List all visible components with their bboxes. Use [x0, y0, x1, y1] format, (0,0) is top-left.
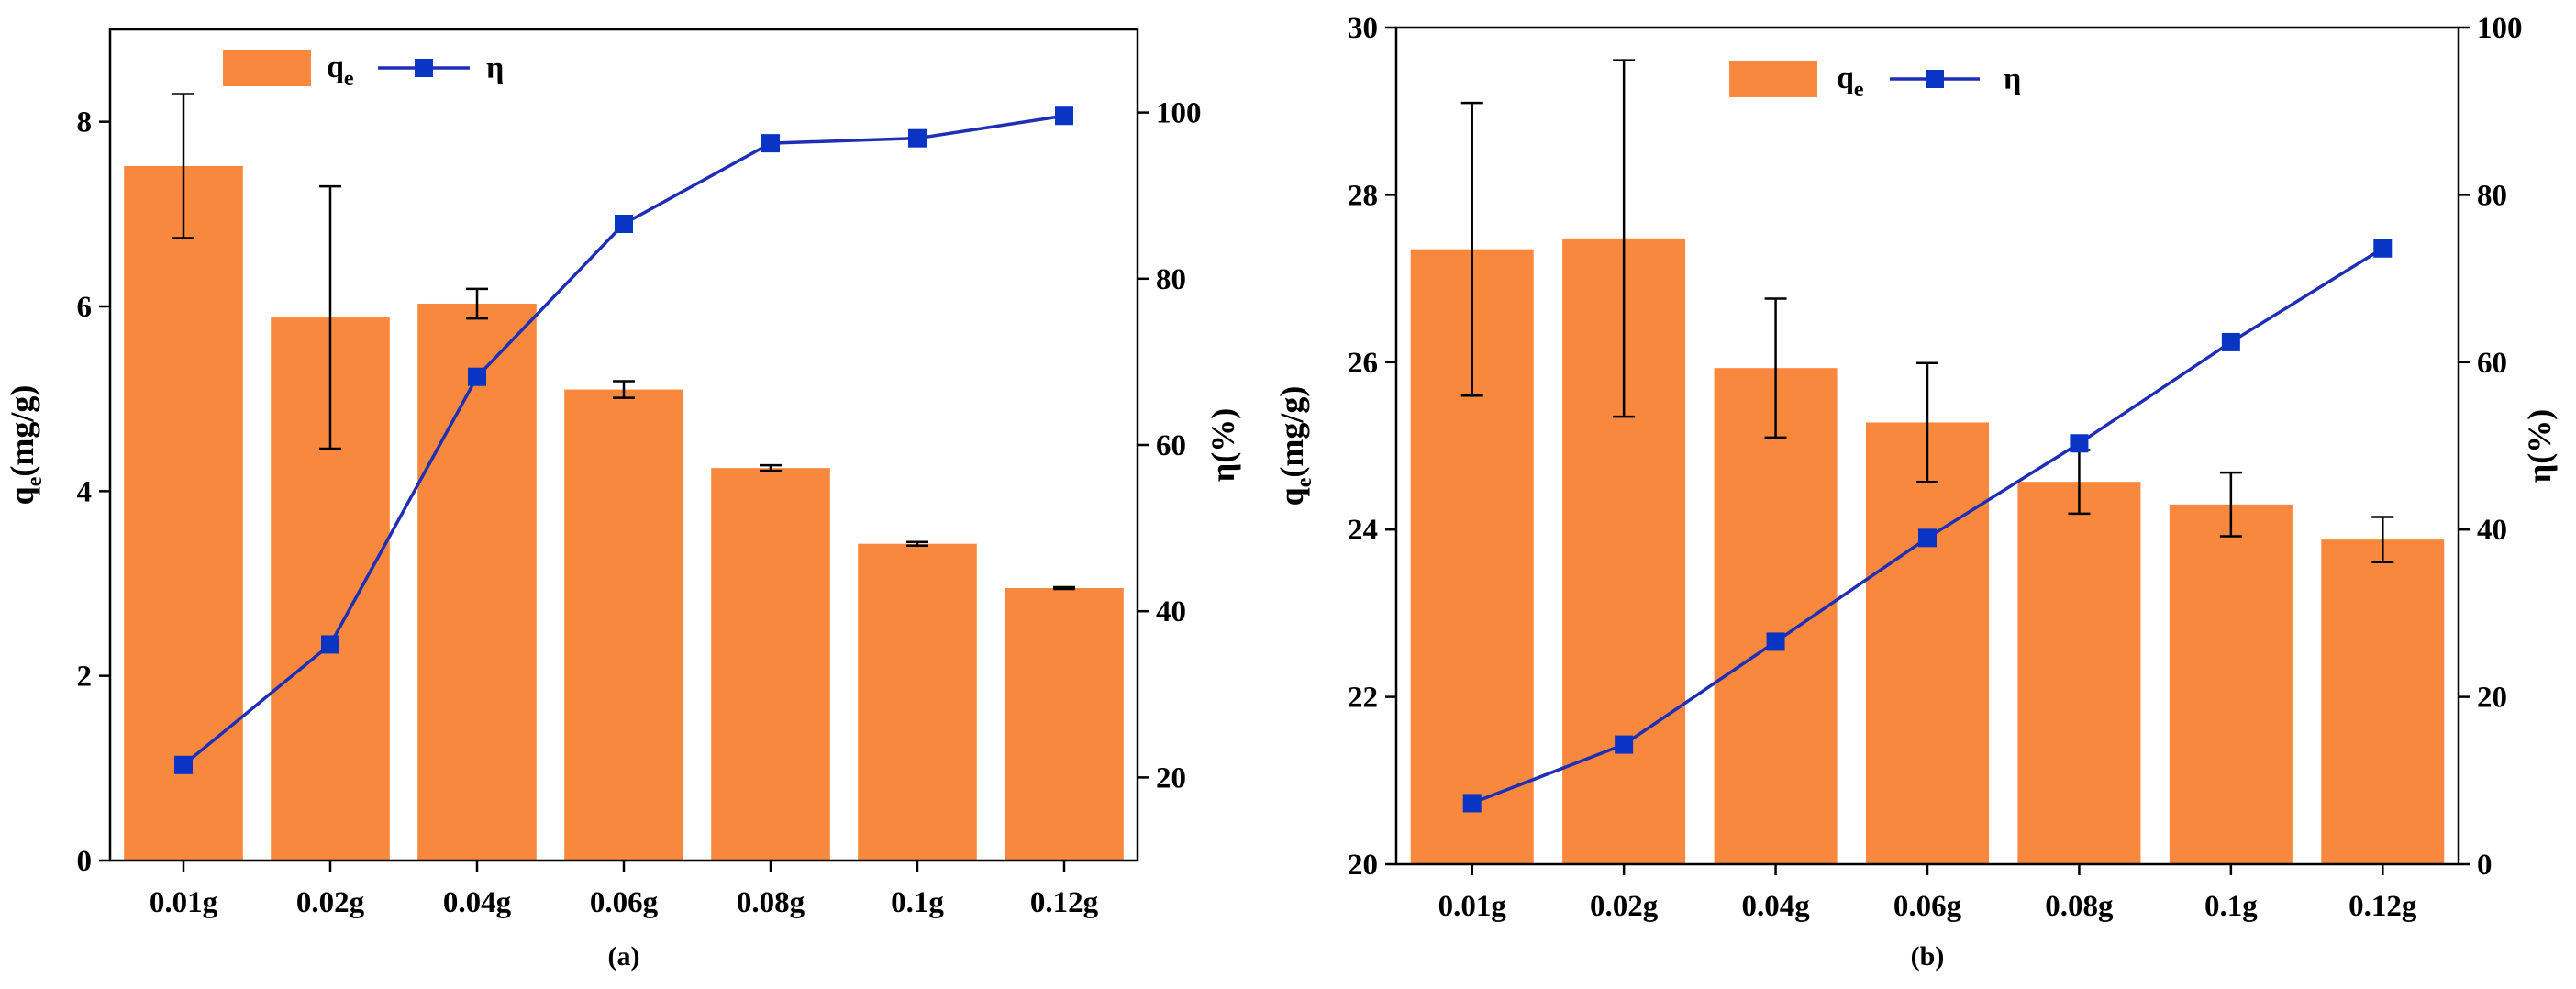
bar-0.1g: [858, 543, 977, 861]
eta-point-0.04g: [468, 367, 486, 386]
y-right-tick-label-20: 20: [1156, 761, 1186, 795]
eta-point-0.01g: [1462, 794, 1482, 813]
x-tick-label-0.1g: 0.1g: [2204, 890, 2258, 923]
y-right-tick-label-100: 100: [1156, 97, 1202, 130]
eta-point-0.1g: [908, 128, 927, 148]
y-left-tick-label-30: 30: [1348, 12, 1378, 45]
eta-point-0.02g: [321, 635, 339, 654]
x-tick-label-0.04g: 0.04g: [1741, 890, 1810, 923]
y-right-tick-label-20: 20: [2477, 682, 2507, 715]
y-right-tick-label-80: 80: [2477, 179, 2507, 212]
x-tick-label-0.12g: 0.12g: [1030, 886, 1099, 919]
x-tick-label-0.06g: 0.06g: [1893, 890, 1962, 923]
error-bar-0.06g: [613, 380, 635, 399]
y-right-tick-label-100: 100: [2477, 12, 2523, 45]
bar-0.06g: [1866, 422, 1989, 864]
eta-point-0.12g: [1055, 106, 1073, 126]
legend-line-marker: [415, 59, 433, 77]
legend-line-marker: [1926, 70, 1944, 88]
x-tick-label-0.08g: 0.08g: [737, 886, 805, 919]
panel-caption: (a): [608, 941, 640, 972]
error-bar-0.01g: [172, 93, 194, 239]
x-tick-label-0.02g: 0.02g: [296, 886, 365, 919]
bar-0.1g: [2169, 504, 2293, 864]
error-bar-0.02g: [1613, 59, 1636, 418]
x-tick-label-0.1g: 0.1g: [891, 886, 944, 919]
y-left-tick-label-8: 8: [77, 106, 93, 139]
y-right-tick-label-40: 40: [2477, 514, 2507, 547]
error-bar-0.12g: [2371, 516, 2394, 564]
y-left-axis-label: qe(mg/g): [1273, 386, 1316, 506]
eta-point-0.08g: [761, 134, 780, 153]
bar-0.04g: [417, 303, 537, 861]
x-tick-label-0.01g: 0.01g: [1438, 890, 1507, 923]
y-right-tick-label-0: 0: [2477, 849, 2493, 882]
y-left-tick-label-24: 24: [1348, 514, 1378, 547]
eta-point-0.04g: [1766, 632, 1785, 651]
legend: qe η: [1729, 61, 2021, 102]
bar-0.08g: [711, 468, 830, 861]
error-bar-0.1g: [2219, 471, 2242, 538]
x-tick-label-0.02g: 0.02g: [1590, 890, 1659, 923]
y-left-tick-label-28: 28: [1348, 179, 1378, 212]
eta-point-0.06g: [615, 215, 633, 234]
y-left-axis-label: qe(mg/g): [4, 385, 47, 506]
x-tick-label-0.12g: 0.12g: [2348, 890, 2417, 923]
y-right-axis-label: η(%): [1205, 408, 1241, 482]
error-bar-0.01g: [1460, 101, 1483, 397]
bar-0.04g: [1714, 368, 1838, 865]
legend-bar-label: qe: [327, 50, 354, 91]
bar-0.01g: [124, 165, 243, 861]
y-left-tick-label-26: 26: [1348, 347, 1378, 380]
error-bar-0.08g: [760, 463, 782, 472]
y-right-tick-label-60: 60: [1156, 429, 1186, 462]
y-right-tick-label-80: 80: [1156, 263, 1186, 296]
legend-line-label: η: [2004, 62, 2021, 96]
error-bar-0.04g: [1764, 297, 1787, 439]
y-left-tick-label-6: 6: [77, 291, 93, 324]
error-bar-0.06g: [1916, 361, 1938, 483]
eta-point-0.01g: [174, 755, 193, 774]
error-bar-0.02g: [319, 184, 341, 450]
y-right-tick-label-60: 60: [2477, 347, 2507, 380]
bar-0.08g: [2017, 482, 2141, 864]
bar-0.06g: [564, 389, 683, 861]
y-left-tick-label-0: 0: [77, 845, 93, 878]
bar-0.12g: [1005, 588, 1124, 861]
y-left-tick-label-4: 4: [77, 475, 93, 508]
eta-point-0.06g: [1918, 528, 1937, 548]
panel-a-chart: 0 2 4 6 8 20 40 60 80 100 0.01g 0.02g 0.04g 0.06g 0.08…: [4, 28, 1241, 972]
x-tick-label-0.04g: 0.04g: [443, 886, 512, 919]
eta-point-0.08g: [2070, 434, 2089, 453]
x-tick-label-0.08g: 0.08g: [2045, 890, 2114, 923]
y-left-tick-label-2: 2: [77, 661, 93, 694]
error-bar-0.1g: [906, 540, 928, 547]
legend-bar-swatch: [223, 50, 311, 86]
y-right-tick-label-40: 40: [1156, 595, 1186, 628]
x-tick-label-0.01g: 0.01g: [150, 886, 218, 919]
panel-caption: (b): [1911, 941, 1945, 972]
error-bar-0.12g: [1053, 585, 1075, 591]
legend-bar-label: qe: [1837, 61, 1864, 102]
x-tick-label-0.06g: 0.06g: [590, 886, 659, 919]
y-right-axis-label: η(%): [2521, 409, 2558, 483]
y-left-tick-label-22: 22: [1348, 682, 1378, 715]
eta-point-0.02g: [1615, 735, 1634, 754]
error-bar-0.04g: [466, 287, 488, 320]
panel-b-chart: 20 22 24 26 28 30 0 20 40 60 80 100 0.01g 0.02g 0.04g 0…: [1273, 12, 2558, 972]
legend-line-label: η: [486, 51, 504, 85]
eta-point-0.12g: [2373, 239, 2393, 258]
legend-bar-swatch: [1729, 61, 1817, 97]
bar-0.12g: [2321, 539, 2445, 864]
eta-point-0.1g: [2221, 332, 2240, 351]
y-left-tick-label-20: 20: [1348, 849, 1378, 882]
legend: qe η: [223, 50, 504, 91]
